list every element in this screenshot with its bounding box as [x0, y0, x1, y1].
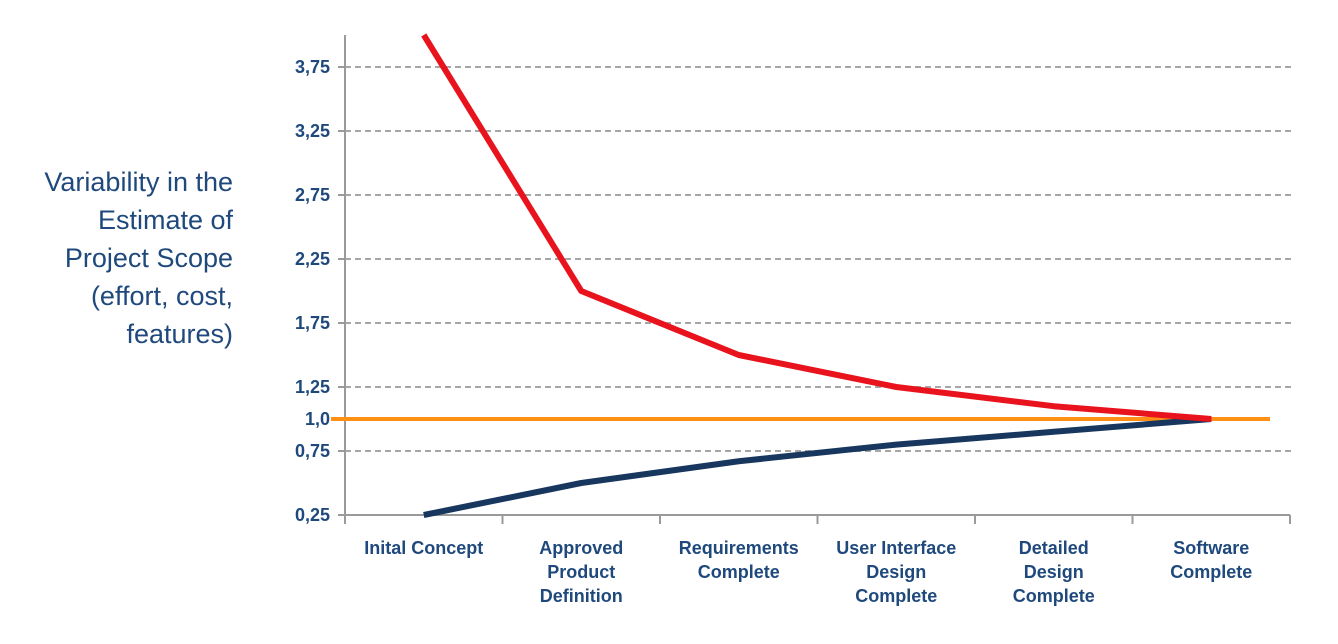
y-axis-title: Variability in the Estimate of Project S…: [44, 167, 233, 349]
y-axis-tick-label: 2,75: [294, 185, 330, 205]
lower-estimate-line: [423, 416, 1212, 518]
upper-estimate-line: [421, 33, 1212, 422]
y-axis-tick-label: 0,25: [294, 505, 330, 525]
x-axis-category-label: Software Complete: [1170, 538, 1253, 582]
y-axis-tick-label: 3,25: [294, 121, 330, 141]
x-axis-category-label: Approved Product Definition: [539, 538, 624, 606]
y-axis-tick-label: 1,25: [294, 377, 330, 397]
x-axis-category-label: User Interface Design Complete: [836, 538, 957, 606]
x-axis-category-label: Inital Concept: [364, 538, 484, 558]
y-axis-tick-label: 2,25: [294, 249, 330, 269]
x-axis-category-label: Requirements Complete: [678, 538, 799, 582]
y-axis-tick-label: 0,75: [294, 441, 330, 461]
y-axis-tick-label: 3,75: [294, 57, 330, 77]
x-axis-category-label: Detailed Design Complete: [1012, 538, 1095, 606]
y-axis-tick-label: 1,75: [294, 313, 330, 333]
y-axis-tick-label: 1,0: [304, 409, 330, 429]
